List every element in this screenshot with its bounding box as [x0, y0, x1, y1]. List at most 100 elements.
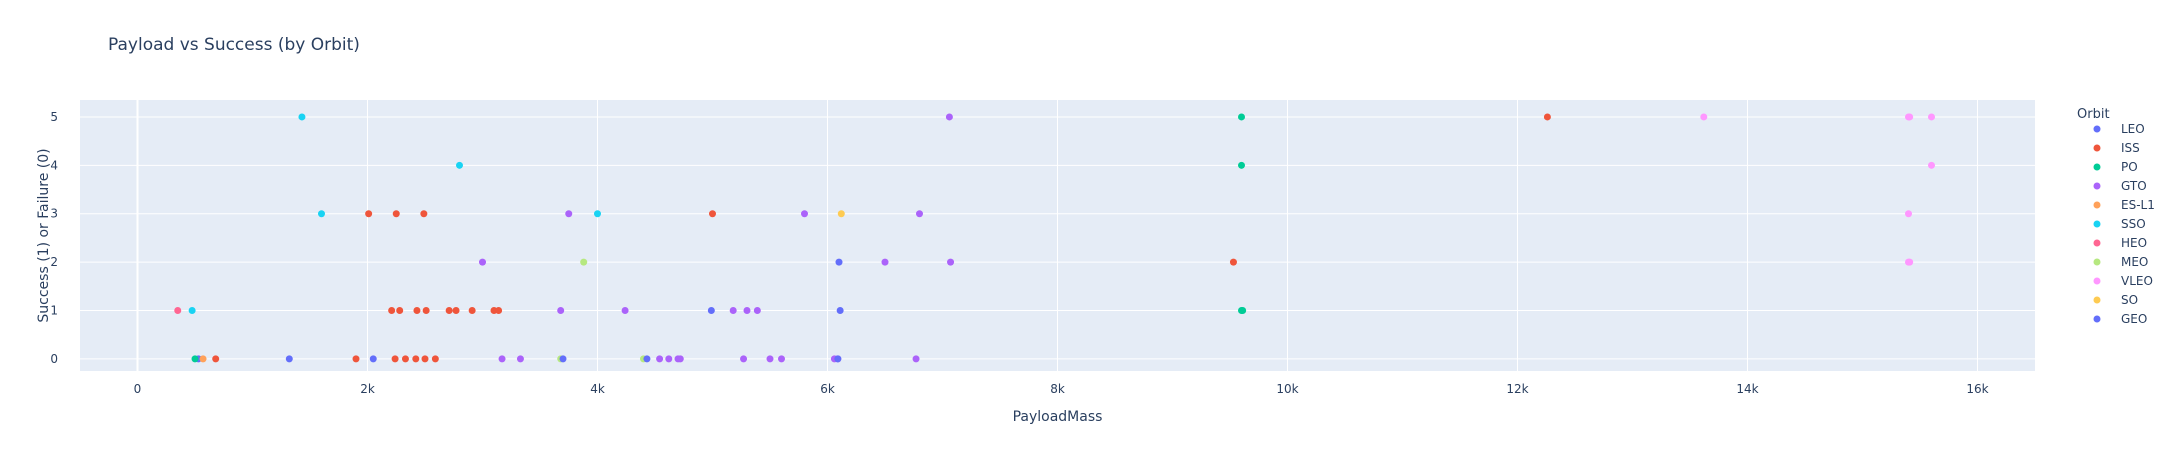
legend-marker: [2093, 258, 2101, 266]
data-point-gto[interactable]: [766, 355, 774, 363]
data-point-gto[interactable]: [916, 210, 923, 218]
data-point-gto[interactable]: [801, 210, 808, 218]
data-point-gto[interactable]: [729, 307, 737, 315]
data-point-es-l1[interactable]: [199, 355, 207, 363]
legend-item-meo[interactable]: MEO: [2093, 255, 2149, 269]
legend-label: HEO: [2121, 236, 2147, 250]
data-point-gto[interactable]: [665, 355, 673, 363]
x-tick-label: 6k: [820, 382, 835, 396]
data-point-gto[interactable]: [565, 210, 573, 218]
data-point-iss[interactable]: [420, 210, 428, 218]
legend-item-es-l1[interactable]: ES-L1: [2093, 198, 2155, 212]
data-point-po[interactable]: [1239, 307, 1247, 315]
data-point-vleo[interactable]: [1906, 113, 1914, 121]
y-tick-label: 2: [50, 255, 58, 269]
legend-item-heo[interactable]: HEO: [2093, 236, 2148, 250]
data-point-geo[interactable]: [834, 355, 842, 363]
chart-title: Payload vs Success (by Orbit): [108, 35, 360, 55]
data-point-gto[interactable]: [778, 355, 785, 363]
data-point-gto[interactable]: [753, 307, 761, 315]
data-point-gto[interactable]: [498, 355, 506, 363]
data-point-geo[interactable]: [559, 355, 567, 363]
data-point-gto[interactable]: [621, 307, 629, 315]
data-point-gto[interactable]: [479, 258, 486, 266]
data-point-iss[interactable]: [421, 355, 429, 363]
data-point-iss[interactable]: [412, 355, 420, 363]
data-point-iss[interactable]: [392, 210, 400, 218]
legend-marker: [2093, 220, 2101, 228]
legend-marker: [2093, 277, 2101, 285]
data-points[interactable]: [174, 113, 1935, 363]
data-point-geo[interactable]: [835, 258, 843, 266]
legend-label: PO: [2121, 160, 2138, 174]
data-point-gto[interactable]: [557, 307, 565, 315]
legend-item-leo[interactable]: LEO: [2093, 122, 2145, 136]
data-point-sso[interactable]: [594, 210, 601, 218]
data-point-po[interactable]: [1238, 161, 1245, 169]
data-point-so[interactable]: [837, 210, 845, 218]
data-point-leo[interactable]: [285, 355, 293, 363]
legend-item-vleo[interactable]: VLEO: [2093, 274, 2153, 288]
data-point-gto[interactable]: [881, 258, 889, 266]
legend[interactable]: Orbit LEO ISS PO GTO ES-L1 SSO HEO MEO VLEO SO GEO: [2077, 107, 2155, 326]
legend-label: VLEO: [2121, 274, 2153, 288]
data-point-iss[interactable]: [445, 307, 453, 315]
data-point-geo[interactable]: [707, 307, 715, 315]
data-point-gto[interactable]: [740, 355, 748, 363]
legend-item-gto[interactable]: GTO: [2093, 179, 2147, 193]
data-point-iss[interactable]: [709, 210, 716, 218]
legend-item-so[interactable]: SO: [2093, 293, 2139, 307]
data-point-sso[interactable]: [456, 161, 463, 169]
data-point-gto[interactable]: [947, 258, 955, 266]
data-point-gto[interactable]: [656, 355, 664, 363]
data-point-iss[interactable]: [388, 307, 396, 315]
data-point-leo[interactable]: [369, 355, 377, 363]
data-point-vleo[interactable]: [1928, 161, 1935, 169]
legend-title: Orbit: [2077, 107, 2110, 122]
legend-item-iss[interactable]: ISS: [2093, 141, 2140, 155]
data-point-geo[interactable]: [643, 355, 651, 363]
data-point-vleo[interactable]: [1905, 210, 1912, 218]
legend-label: GTO: [2121, 179, 2147, 193]
data-point-iss[interactable]: [422, 307, 430, 315]
legend-item-geo[interactable]: GEO: [2093, 312, 2148, 326]
legend-marker: [2093, 201, 2101, 209]
data-point-gto[interactable]: [912, 355, 920, 363]
data-point-sso[interactable]: [318, 210, 325, 218]
data-point-sso[interactable]: [188, 307, 196, 315]
legend-marker: [2093, 239, 2101, 247]
legend-label: LEO: [2121, 122, 2145, 136]
data-point-vleo[interactable]: [1928, 113, 1935, 121]
y-tick-label: 3: [50, 207, 58, 221]
data-point-iss[interactable]: [452, 307, 460, 315]
data-point-iss[interactable]: [352, 355, 360, 363]
data-point-iss[interactable]: [495, 307, 503, 315]
data-point-gto[interactable]: [945, 113, 953, 121]
data-point-po[interactable]: [191, 355, 199, 363]
data-point-gto[interactable]: [676, 355, 684, 363]
data-point-iss[interactable]: [391, 355, 399, 363]
data-point-po[interactable]: [1238, 113, 1245, 121]
data-point-heo[interactable]: [174, 307, 182, 315]
data-point-geo[interactable]: [836, 307, 844, 315]
data-point-meo[interactable]: [580, 258, 588, 266]
data-point-iss[interactable]: [1229, 258, 1237, 266]
data-point-gto[interactable]: [516, 355, 524, 363]
data-point-sso[interactable]: [298, 113, 306, 121]
data-point-vleo[interactable]: [1700, 113, 1708, 121]
legend-marker: [2093, 296, 2101, 304]
tick-labels: 0 2k 4k 6k 8k 10k 12k 14k 16k 0 1 2 3 4 5: [50, 110, 1988, 396]
data-point-gto[interactable]: [743, 307, 751, 315]
y-tick-label: 5: [50, 110, 58, 124]
data-point-iss[interactable]: [365, 210, 373, 218]
data-point-iss[interactable]: [212, 355, 220, 363]
legend-item-sso[interactable]: SSO: [2093, 217, 2146, 231]
data-point-vleo[interactable]: [1906, 258, 1914, 266]
data-point-iss[interactable]: [1543, 113, 1551, 121]
data-point-iss[interactable]: [468, 307, 476, 315]
data-point-iss[interactable]: [413, 307, 421, 315]
legend-item-po[interactable]: PO: [2093, 160, 2138, 174]
data-point-iss[interactable]: [396, 307, 404, 315]
data-point-iss[interactable]: [401, 355, 409, 363]
data-point-iss[interactable]: [431, 355, 439, 363]
